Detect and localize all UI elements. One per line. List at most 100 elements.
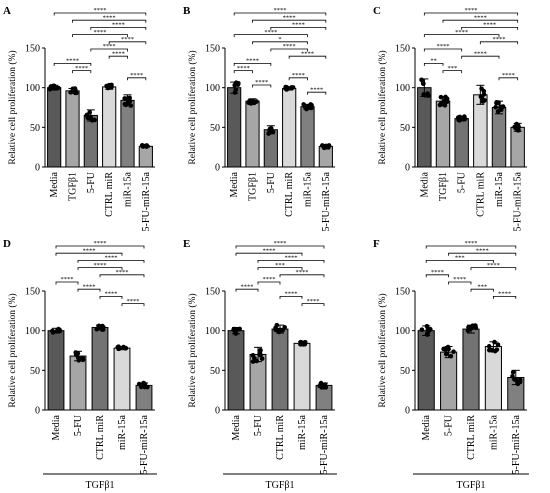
data-point bbox=[318, 382, 323, 387]
significance-label: **** bbox=[502, 72, 515, 79]
bar bbox=[65, 90, 80, 168]
data-point bbox=[88, 115, 94, 120]
significance-bracket bbox=[55, 245, 145, 249]
y-tick-label: 0 bbox=[405, 406, 410, 417]
y-tick-label: 0 bbox=[35, 406, 40, 417]
significance-bracket bbox=[53, 63, 92, 66]
panel-letter: A bbox=[3, 5, 11, 17]
panel-d: D Relative cell proliferation (%) 0 50 100 15… bbox=[3, 238, 157, 491]
significance-label: **** bbox=[498, 291, 511, 298]
data-point bbox=[510, 369, 516, 375]
data-point bbox=[515, 128, 521, 133]
significance-label: **** bbox=[283, 43, 296, 50]
y-tick-label: 0 bbox=[35, 163, 40, 174]
bar bbox=[69, 355, 87, 411]
significance-label: **** bbox=[103, 43, 116, 50]
data-point bbox=[481, 88, 487, 94]
significance-bracket bbox=[233, 34, 308, 38]
y-tick-label: 0 bbox=[215, 163, 220, 174]
y-tick-label: 50 bbox=[400, 366, 410, 377]
y-tick-label: 150 bbox=[25, 44, 40, 55]
significance-bracket bbox=[498, 77, 519, 81]
significance-label: **** bbox=[487, 262, 500, 269]
significance-label: **** bbox=[94, 29, 107, 36]
category-label: miR-15a bbox=[488, 414, 499, 450]
significance-bracket bbox=[493, 296, 517, 299]
data-point bbox=[75, 355, 81, 360]
data-point bbox=[444, 99, 450, 105]
significance-bracket bbox=[72, 19, 147, 23]
panel-letter: C bbox=[373, 5, 381, 17]
panel-letter: D bbox=[3, 238, 11, 250]
bar bbox=[120, 99, 135, 168]
significance-label: **** bbox=[437, 43, 450, 50]
significance-label: **** bbox=[94, 7, 107, 14]
significance-bracket bbox=[442, 19, 519, 23]
significance-label: **** bbox=[130, 72, 143, 79]
significance-label: *** bbox=[477, 283, 487, 290]
y-tick-label: 150 bbox=[395, 44, 410, 55]
significance-bracket bbox=[279, 274, 325, 278]
data-point bbox=[438, 94, 444, 100]
category-label: TGFβ1 bbox=[438, 172, 449, 201]
panel-letter: E bbox=[183, 238, 190, 250]
data-point bbox=[50, 330, 56, 335]
significance-label: **** bbox=[75, 65, 88, 72]
significance-bracket bbox=[257, 281, 281, 285]
data-point bbox=[273, 327, 278, 333]
significance-label: **** bbox=[283, 14, 296, 21]
data-point bbox=[451, 349, 456, 355]
significance-bracket bbox=[470, 288, 494, 292]
data-point bbox=[142, 384, 148, 390]
data-point bbox=[142, 381, 148, 387]
y-tick-label: 50 bbox=[30, 366, 40, 377]
significance-label: **** bbox=[116, 269, 129, 276]
category-label: 5-FU-miR-15a bbox=[319, 414, 330, 474]
significance-label: **** bbox=[61, 276, 74, 283]
category-label: 5-FU bbox=[73, 414, 84, 436]
panel-b: B Relative cell proliferation (%) 0 50 100 15… bbox=[183, 5, 335, 231]
significance-label: **** bbox=[493, 36, 506, 43]
significance-label: **** bbox=[241, 283, 254, 290]
significance-bracket bbox=[270, 27, 327, 30]
significance-bracket bbox=[235, 245, 325, 249]
bar bbox=[271, 328, 289, 411]
bar bbox=[435, 100, 451, 168]
data-point bbox=[123, 102, 129, 108]
significance-label: **** bbox=[292, 22, 305, 29]
significance-label: **** bbox=[103, 14, 116, 21]
significance-bracket bbox=[470, 267, 517, 271]
y-tick-label: 150 bbox=[395, 287, 410, 298]
category-label: Media bbox=[231, 414, 242, 440]
bar bbox=[318, 145, 333, 168]
significance-label: **** bbox=[237, 65, 250, 72]
y-tick-label: 50 bbox=[210, 366, 220, 377]
bar bbox=[300, 106, 315, 168]
significance-bracket bbox=[233, 63, 272, 66]
data-point bbox=[425, 91, 430, 96]
significance-bracket bbox=[461, 55, 500, 59]
category-label: TGFβ1 bbox=[68, 172, 79, 201]
significance-label: **** bbox=[274, 7, 287, 14]
y-axis-label: Relative cell proliferation (%) bbox=[377, 293, 388, 407]
significance-bracket bbox=[279, 296, 303, 299]
significance-bracket bbox=[53, 12, 147, 16]
data-point bbox=[482, 98, 487, 103]
data-point bbox=[51, 83, 57, 89]
data-point bbox=[288, 85, 293, 91]
significance-label: **** bbox=[285, 291, 298, 298]
data-point bbox=[492, 339, 497, 345]
category-label: 5-FU-miR-15a bbox=[141, 171, 152, 231]
significance-bracket bbox=[423, 12, 519, 16]
category-label: 5-FU-miR-15a bbox=[511, 414, 522, 474]
data-point bbox=[136, 381, 142, 387]
data-point bbox=[498, 104, 503, 110]
significance-bracket bbox=[77, 288, 101, 292]
category-label: Media bbox=[49, 171, 60, 197]
category-label: CTRL miR bbox=[475, 172, 486, 217]
category-label: 5-FU bbox=[253, 414, 264, 436]
category-label: 5-FU-miR-15a bbox=[513, 171, 524, 231]
panel-c: C Relative cell proliferation (%) 0 50 100 15… bbox=[373, 5, 527, 231]
category-label: miR-15a bbox=[117, 414, 128, 450]
